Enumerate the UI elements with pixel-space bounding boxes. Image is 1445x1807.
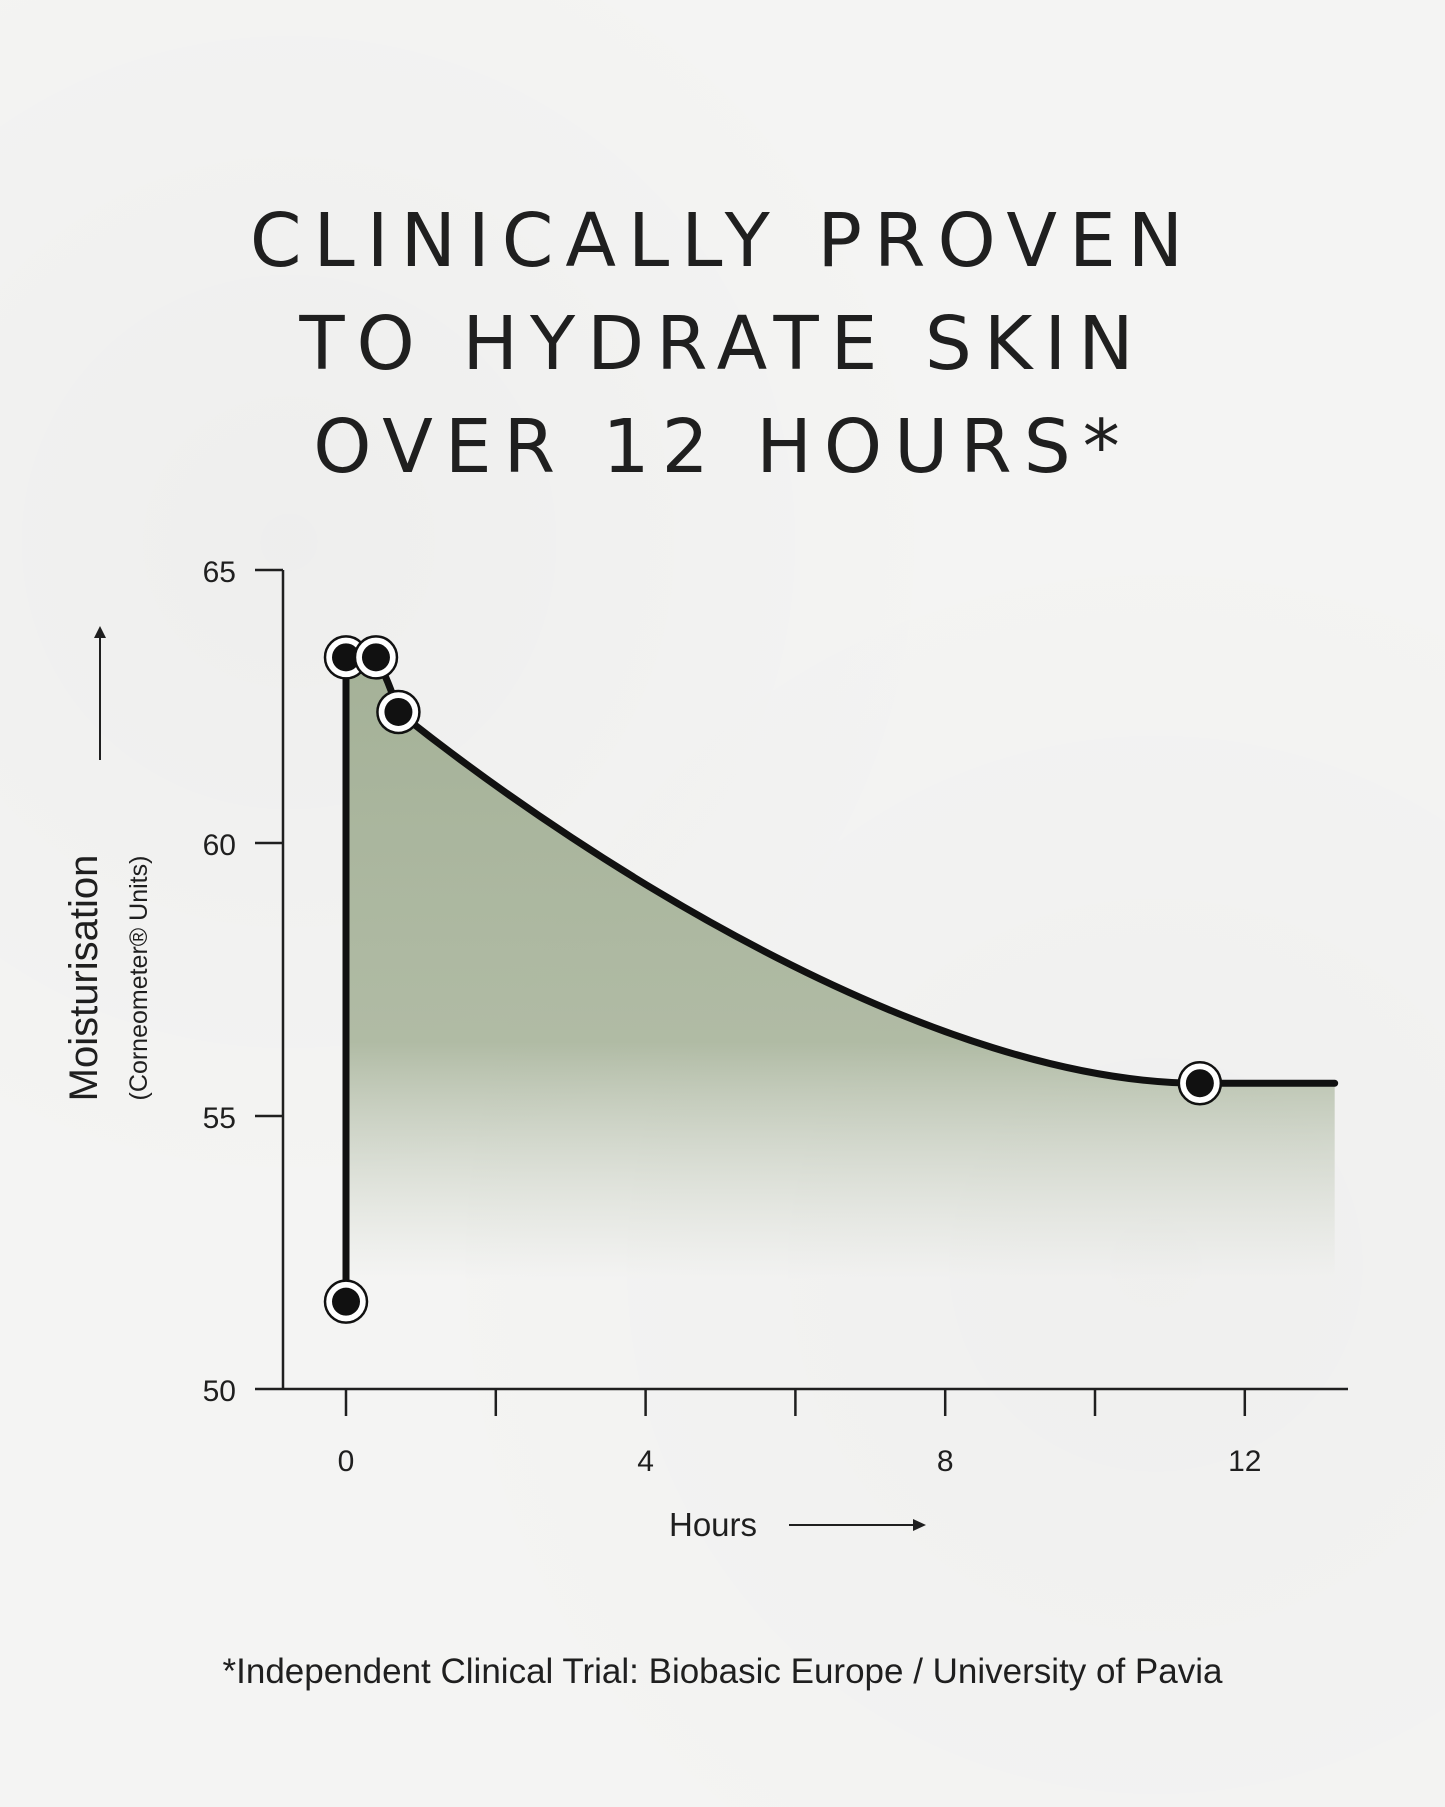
chart-title: CLINICALLY PROVEN TO HYDRATE SKIN OVER 1… [0, 190, 1445, 499]
data-points [323, 635, 1223, 1324]
axis-labels: Moisturisation (Corneometer® Units) Hour… [62, 626, 926, 1543]
title-line-1: CLINICALLY PROVEN [249, 198, 1196, 284]
data-point [353, 635, 399, 680]
x-tick-label: 0 [338, 1445, 355, 1478]
x-tick-label: 4 [637, 1445, 654, 1478]
data-point [1177, 1060, 1223, 1106]
y-tick-label: 60 [203, 829, 236, 862]
footnote: *Independent Clinical Trial: Biobasic Eu… [222, 1652, 1223, 1691]
title-line-3: OVER 12 HOURS* [313, 404, 1132, 490]
y-tick-label: 55 [203, 1102, 236, 1135]
y-axis-sublabel: (Corneometer® Units) [125, 856, 153, 1101]
x-tick-label: 12 [1228, 1445, 1261, 1478]
y-axis-label: Moisturisation [62, 855, 106, 1102]
data-point [376, 689, 421, 735]
area-fill [346, 657, 1335, 1279]
chart-axes: 50 55 60 65 0 4 8 12 [203, 556, 1348, 1478]
series-line [342, 653, 1339, 1306]
y-tick-label: 50 [203, 1375, 236, 1408]
x-axis-label: Hours [669, 1506, 757, 1543]
x-axis-arrow-head [913, 1519, 926, 1531]
x-tick-label: 8 [937, 1445, 954, 1478]
y-tick-label: 65 [203, 556, 236, 589]
data-point [323, 1279, 369, 1324]
y-axis-arrow-head [94, 626, 106, 638]
title-line-2: TO HYDRATE SKIN [299, 301, 1146, 387]
